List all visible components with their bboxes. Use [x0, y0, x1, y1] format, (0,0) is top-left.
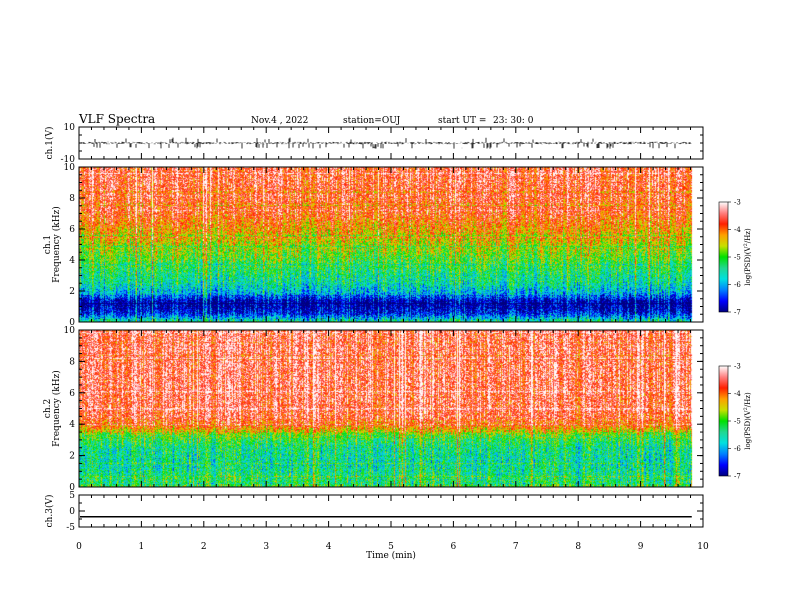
ytick-label: 10: [64, 326, 76, 336]
ch2-spectrogram-panel: 0 2 4 6 8 10 ch.2 Frequency (kHz): [43, 326, 704, 493]
xtick-label: 7: [513, 542, 519, 552]
colorbar-tick-label: -7: [734, 309, 741, 317]
ch1-waveform-panel: 10 -10 ch.1(V): [44, 123, 704, 165]
colorbar-tick-label: -5: [734, 254, 741, 262]
ytick-label: 6: [69, 389, 75, 399]
ch1-spectrogram-panel: 0 2 4 6 8 10 ch.1 Frequency (kHz): [43, 163, 704, 328]
ch2-spectrogram-image: [79, 330, 703, 487]
colorbar-label-part: 2: [743, 407, 749, 410]
start-ut-label: start UT =: [438, 116, 486, 126]
ytick-label: 10: [64, 123, 76, 133]
ytick-label: 0: [69, 507, 75, 517]
colorbar-tick-label: -6: [734, 281, 741, 289]
xtick-label: 6: [451, 542, 457, 552]
xtick-label: 9: [638, 542, 644, 552]
ytick-label: 2: [69, 452, 75, 462]
xtick-label: 8: [575, 542, 581, 552]
colorbar-tick-label: -3: [734, 199, 741, 207]
figure-title: VLF Spectra: [78, 112, 155, 126]
xtick-label: 0: [76, 542, 82, 552]
xtick-label: 2: [201, 542, 207, 552]
ylabel-channel: ch.1: [43, 235, 53, 254]
xtick-label: 3: [263, 542, 269, 552]
xtick-label: 1: [139, 542, 145, 552]
colorbar-tick-label: -3: [734, 363, 741, 371]
start-ut-time: 23: 30: 0: [493, 116, 534, 126]
ytick-label: 8: [69, 194, 75, 204]
xaxis-label: Time (min): [366, 550, 416, 561]
colorbar-tick-label: -4: [734, 226, 741, 234]
xtick-label: 5: [388, 542, 394, 552]
ylabel-channel: ch.2: [43, 399, 53, 418]
ytick-label: 8: [69, 357, 75, 367]
ch1-trace: [79, 137, 692, 149]
ylabel-frequency: Frequency (kHz): [51, 206, 62, 283]
ytick-label: 0: [69, 318, 75, 328]
ytick-label: 10: [64, 163, 76, 173]
colorbar-label: log(PSD)(V2/Hz): [743, 228, 752, 286]
ch1-spectrogram-image: [79, 167, 703, 322]
colorbar-tick-label: -4: [734, 390, 741, 398]
ylabel: ch.3(V): [44, 495, 55, 528]
colorbar-2: [718, 365, 729, 477]
xtick-label: 4: [326, 542, 332, 552]
colorbar-label-part: /Hz): [744, 392, 752, 407]
time-axis: 0 1 2 3 4 5 6 7 8 9 10 Time (min): [76, 542, 709, 561]
colorbar-label: log(PSD)(V2/Hz): [743, 392, 752, 450]
station-label: station=OUJ: [343, 116, 401, 126]
ytick-label: -5: [66, 523, 75, 533]
colorbar-label-part: /Hz): [744, 228, 752, 243]
ytick-label: 4: [69, 256, 75, 266]
colorbar-tick-label: -6: [734, 445, 741, 453]
ch3-waveform-panel: 5 0 -5 ch.3(V): [44, 491, 704, 533]
ylabel-frequency: Frequency (kHz): [51, 370, 62, 447]
colorbar-1: [718, 201, 729, 313]
ytick-label: 6: [69, 225, 75, 235]
ytick-label: 4: [69, 420, 75, 430]
date-label: Nov.4 , 2022: [251, 116, 308, 126]
ylabel: ch.1(V): [44, 127, 55, 160]
colorbar-label-part: log(PSD)(V: [744, 409, 752, 449]
ytick-label: 0: [69, 483, 75, 493]
colorbar-label-part: log(PSD)(V: [744, 245, 752, 285]
ytick-label: 2: [69, 287, 75, 297]
colorbar-tick-label: -7: [734, 473, 741, 481]
ytick-label: 5: [69, 491, 75, 501]
xtick-label: 10: [697, 542, 709, 552]
colorbar-label-part: 2: [743, 243, 749, 246]
ytick-label: -10: [61, 155, 76, 165]
colorbars: -3-4-5-6-7log(PSD)(V2/Hz)-3-4-5-6-7log(P…: [718, 199, 752, 481]
colorbar-tick-label: -5: [734, 418, 741, 426]
